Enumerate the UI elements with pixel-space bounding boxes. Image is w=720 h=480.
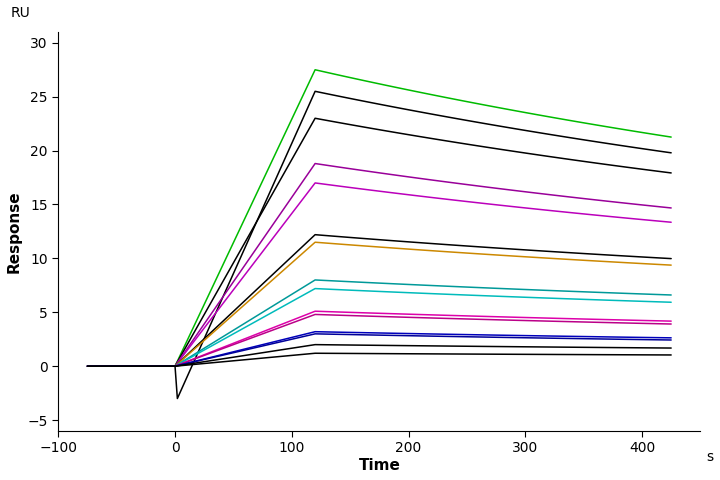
X-axis label: Time: Time	[359, 458, 400, 473]
Y-axis label: Response: Response	[7, 190, 22, 273]
Text: RU: RU	[10, 6, 30, 20]
Text: s: s	[707, 450, 714, 464]
